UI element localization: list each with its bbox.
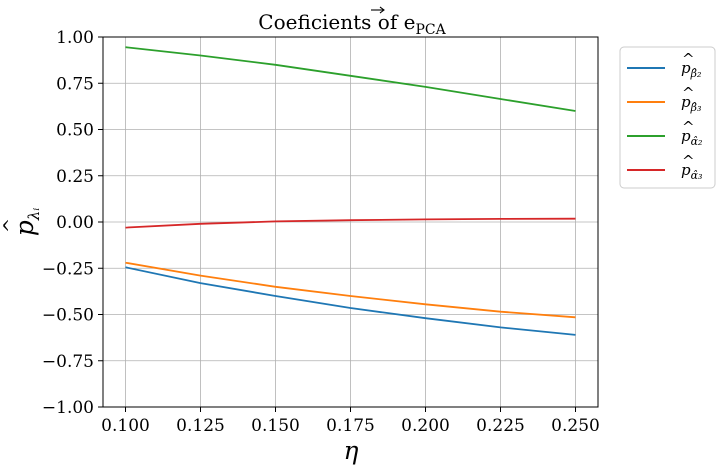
title-subscript: PCA xyxy=(415,22,446,38)
y-tick-label: −0.50 xyxy=(42,306,94,326)
y-tick-label: 0.00 xyxy=(56,213,94,233)
legend-label-0: pβ̂₂ xyxy=(681,59,701,80)
x-tick-label: 0.200 xyxy=(401,416,450,436)
legend-items: ^pβ̂₂^pβ̂₃^pα̂₂^pα̂₃ xyxy=(627,50,702,182)
series-line-0 xyxy=(125,266,576,336)
legend-label-3: pα̂₃ xyxy=(681,161,702,182)
legend-hat-2: ^ xyxy=(682,118,695,136)
x-ticks: 0.100 0.125 0.150 0.175 0.200 0.225 0.250 xyxy=(101,407,600,436)
y-axis-label-subscript: λᵢ xyxy=(25,208,43,222)
series-line-3 xyxy=(125,217,576,229)
x-tick-label: 0.175 xyxy=(326,416,375,436)
legend-hat-0: ^ xyxy=(682,50,695,68)
y-tick-label: 0.75 xyxy=(56,74,94,94)
series-lines xyxy=(125,46,576,336)
x-tick-label: 0.100 xyxy=(101,416,150,436)
legend-hat-3: ^ xyxy=(682,152,695,170)
y-tick-label: 1.00 xyxy=(56,28,94,48)
title-vector-arrow xyxy=(371,6,385,14)
chart-title: Coeficients of ePCA xyxy=(258,10,446,38)
x-axis-label: η xyxy=(344,436,359,465)
y-tick-label: 0.50 xyxy=(56,121,94,141)
x-tick-label: 0.225 xyxy=(476,416,525,436)
series-line-1 xyxy=(125,261,576,319)
y-tick-label: −0.25 xyxy=(42,259,94,279)
y-tick-label: −0.75 xyxy=(42,352,94,372)
y-ticks: 1.00 0.75 0.50 0.25 0.00 −0.25 −0.50 −0.75 −1.00 xyxy=(42,28,103,418)
series-line-2 xyxy=(125,46,576,112)
y-axis-label-hat: ^ xyxy=(0,218,21,233)
legend-label-1: pβ̂₃ xyxy=(681,93,701,114)
legend-box xyxy=(619,46,716,189)
y-axis-label-main: p xyxy=(10,220,39,236)
legend: ^pβ̂₂^pβ̂₃^pα̂₂^pα̂₃ xyxy=(619,46,716,189)
legend-hat-1: ^ xyxy=(682,84,695,102)
legend-label-2: pα̂₂ xyxy=(681,127,702,148)
x-tick-label: 0.250 xyxy=(551,416,600,436)
y-tick-label: −1.00 xyxy=(42,398,94,418)
x-tick-label: 0.125 xyxy=(176,416,225,436)
y-tick-label: 0.25 xyxy=(56,167,94,187)
x-tick-label: 0.150 xyxy=(251,416,300,436)
svg-text:pλᵢ: pλᵢ xyxy=(10,208,43,237)
y-axis-label: pλᵢ ^ xyxy=(0,208,43,237)
